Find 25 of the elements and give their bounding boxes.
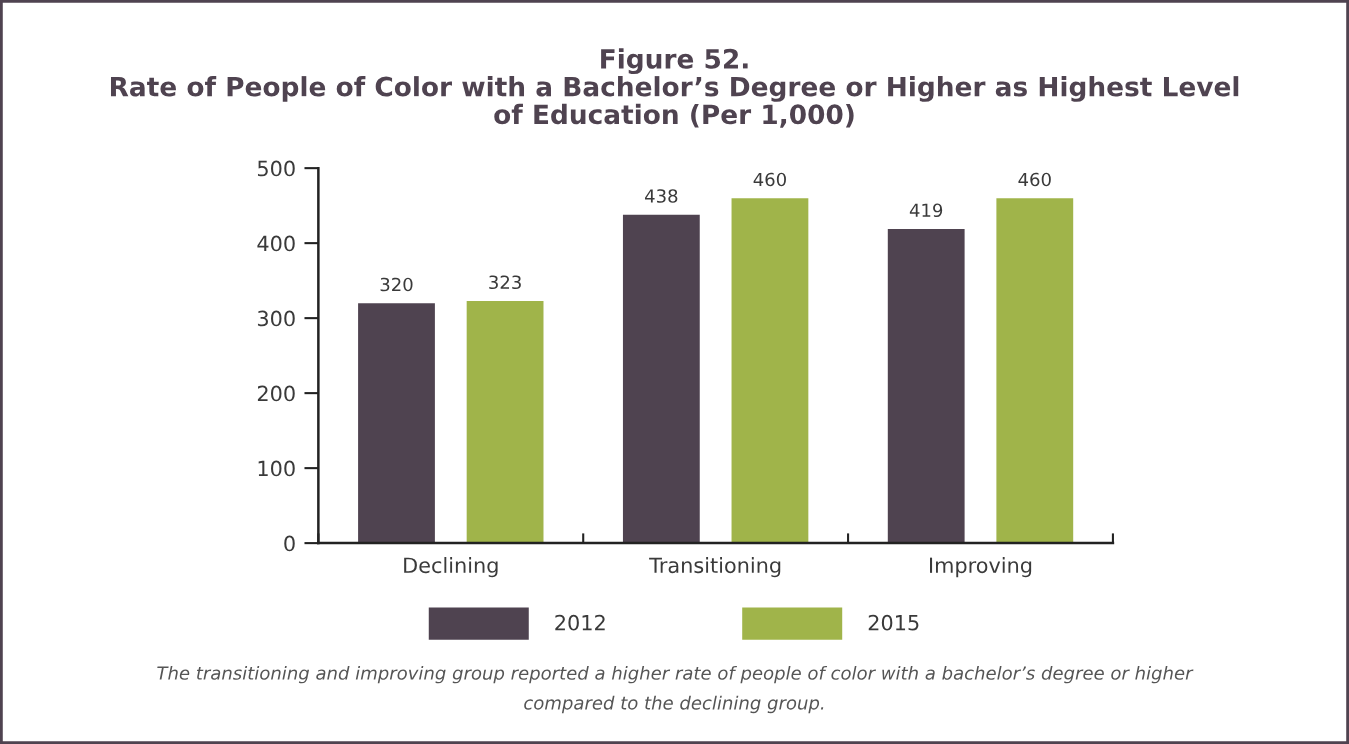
data-label: 323 xyxy=(489,275,521,290)
y-tick-label: 300 xyxy=(257,310,295,327)
legend-label: 2012 xyxy=(555,614,605,631)
x-tick-label: Transitioning xyxy=(649,557,781,578)
y-tick-label: 500 xyxy=(257,160,295,177)
data-label: 460 xyxy=(1018,172,1051,187)
legend-label: 2015 xyxy=(868,614,919,631)
chart-title: Figure 52. Rate of People of Color with a Bachelor’s Degree or Higher as Highest Level of Education (Per 1,000) xyxy=(110,48,1239,128)
y-tick-label: 400 xyxy=(257,235,295,252)
bar xyxy=(358,303,435,544)
y-tick-label: 0 xyxy=(284,535,295,552)
bar xyxy=(466,300,544,544)
data-label: 460 xyxy=(753,172,786,187)
data-label: 320 xyxy=(380,277,413,292)
text: The transitioning and improving group reported a higher rate of people of color with a bachelor’s degree or higher compared to the declining group. xyxy=(157,665,1194,714)
bar xyxy=(996,198,1074,544)
bar xyxy=(731,198,809,544)
data-label: 419 xyxy=(909,203,943,218)
y-tick-label: 200 xyxy=(257,385,295,402)
bar xyxy=(622,214,700,544)
x-tick-label: Declining xyxy=(404,557,498,578)
y-tick-label: 100 xyxy=(258,460,295,477)
data-label: 438 xyxy=(645,189,678,203)
bar xyxy=(887,228,965,544)
x-tick-label: Improving xyxy=(930,557,1032,578)
